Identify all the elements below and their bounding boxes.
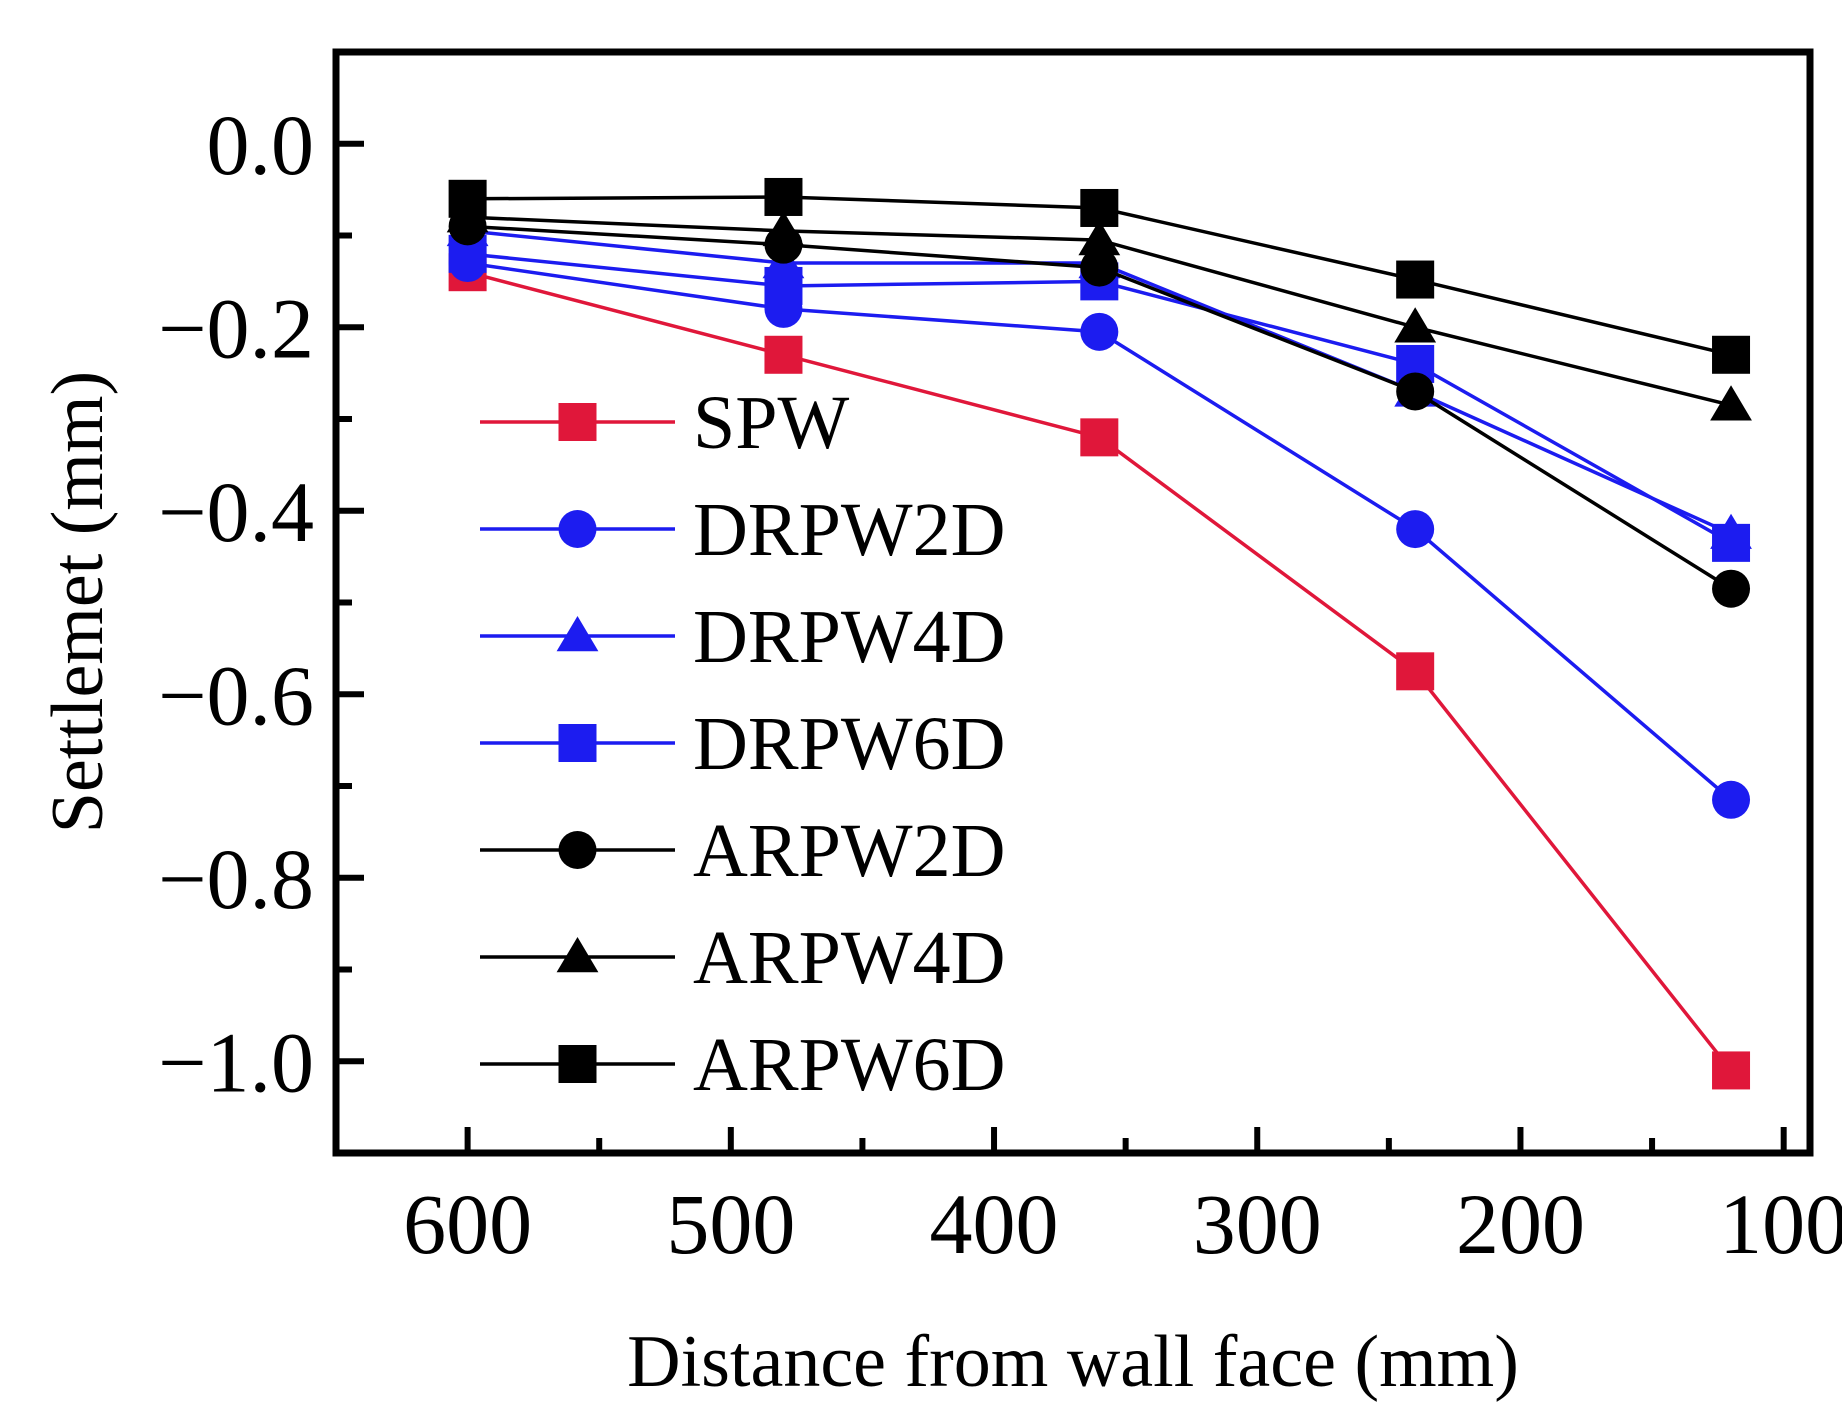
legend-marker-spw <box>558 403 597 441</box>
data-point-spw <box>1080 418 1119 457</box>
legend-label-arpw2d: ARPW2D <box>693 809 1005 893</box>
data-point-drpw6d <box>1712 523 1751 562</box>
data-point-arpw6d <box>1396 260 1435 299</box>
legend-label-arpw4d: ARPW4D <box>693 916 1005 1000</box>
x-tick-label: 600 <box>403 1176 532 1272</box>
x-tick-label: 500 <box>666 1176 795 1272</box>
data-point-arpw4d <box>762 210 805 247</box>
legend-marker-arpw4d <box>556 937 599 973</box>
legend-label-drpw4d: DRPW4D <box>693 595 1005 679</box>
data-point-drpw2d <box>1712 780 1751 819</box>
data-point-arpw4d <box>1394 307 1437 343</box>
data-point-arpw2d <box>1712 569 1751 608</box>
series-line-spw <box>467 270 1733 1072</box>
data-point-arpw6d <box>1080 188 1119 227</box>
y-tick-label: −0.8 <box>158 831 314 927</box>
x-tick-label: 100 <box>1719 1176 1842 1272</box>
legend-marker-arpw2d <box>558 831 597 869</box>
x-tick-label: 300 <box>1193 1176 1322 1272</box>
y-tick-label: −0.6 <box>158 647 314 743</box>
legend-marker-drpw4d <box>556 616 599 652</box>
legend-label-spw: SPW <box>693 381 850 465</box>
data-point-arpw2d <box>1080 248 1119 287</box>
legend-label-drpw6d: DRPW6D <box>693 702 1005 786</box>
data-point-arpw6d <box>1712 335 1751 374</box>
x-axis-title: Distance from wall face (mm) <box>627 1321 1519 1403</box>
legend-marker-drpw2d <box>558 510 597 548</box>
data-point-drpw6d <box>764 266 803 305</box>
y-tick-label: −0.2 <box>158 280 314 376</box>
y-axis-title: Settlemet (mm) <box>37 371 119 833</box>
x-axis: 600 500 400 300 200 100 <box>403 1127 1842 1272</box>
plot-area <box>446 177 1752 1090</box>
legend-marker-arpw6d <box>558 1045 597 1083</box>
x-tick-label: 200 <box>1456 1176 1585 1272</box>
legend-label-drpw2d: DRPW2D <box>693 488 1005 572</box>
data-point-arpw2d <box>1396 372 1435 411</box>
legend: SPW DRPW2D DRPW4D DRPW6D ARPW2D ARPW4D ARPW6D <box>480 381 1005 1107</box>
y-tick-label: 0.0 <box>207 97 315 193</box>
legend-label-arpw6d: ARPW6D <box>693 1023 1005 1107</box>
data-point-arpw6d <box>764 177 803 216</box>
data-point-arpw4d <box>1710 385 1752 421</box>
y-tick-label: −1.0 <box>158 1014 314 1110</box>
data-point-drpw2d <box>1080 312 1119 351</box>
data-point-spw <box>1712 1051 1751 1090</box>
x-tick-label: 400 <box>930 1176 1059 1272</box>
plot-frame <box>332 48 1814 1157</box>
y-axis: 0.0 −0.2 −0.4 −0.6 −0.8 −1.0 <box>158 49 364 1110</box>
legend-marker-drpw6d <box>558 724 597 762</box>
data-point-spw <box>1396 652 1435 691</box>
data-point-arpw4d <box>1078 220 1121 256</box>
data-point-drpw2d <box>1396 510 1435 549</box>
data-point-spw <box>764 335 803 374</box>
y-tick-label: −0.4 <box>158 464 314 560</box>
data-point-arpw6d <box>448 179 487 218</box>
